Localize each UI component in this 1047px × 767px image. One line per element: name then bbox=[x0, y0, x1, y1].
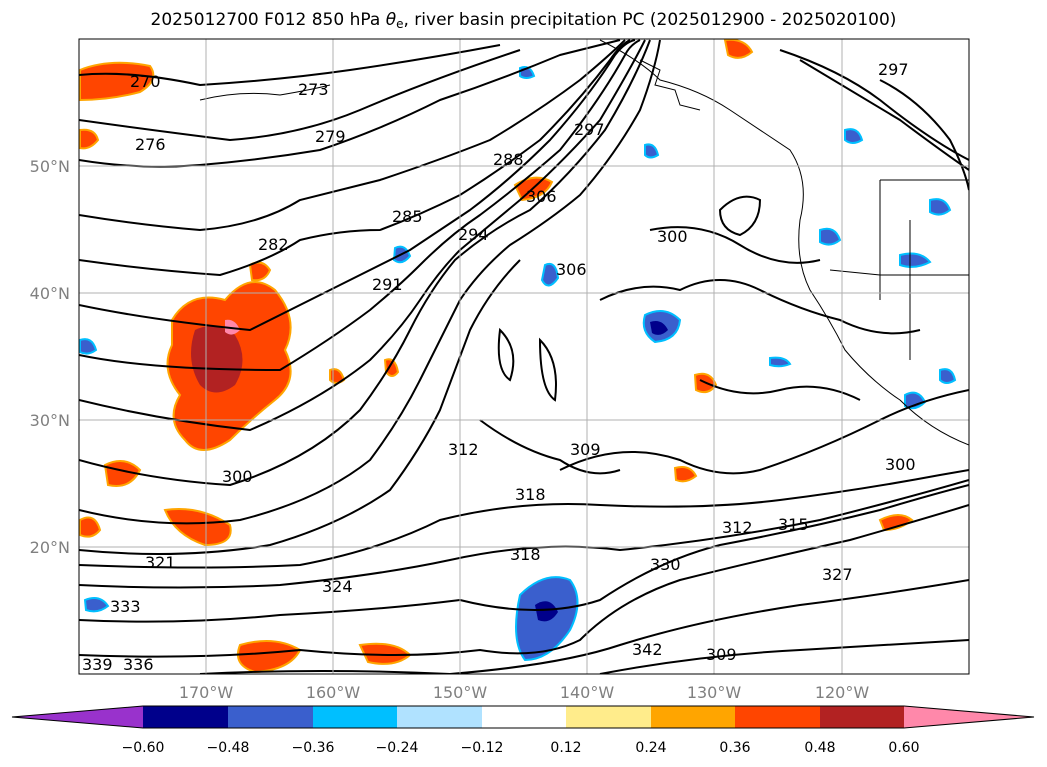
figure-title: 2025012700 F012 850 hPa θe, river basin … bbox=[150, 10, 897, 31]
contour-label: 342 bbox=[632, 640, 663, 659]
contour-label: 300 bbox=[885, 455, 916, 474]
lon-tick-label: 140°W bbox=[560, 683, 615, 702]
lat-tick-label: 30°N bbox=[30, 411, 70, 430]
contour-label: 336 bbox=[123, 655, 154, 674]
colorbar-bin bbox=[651, 706, 735, 728]
colorbar-bin bbox=[482, 706, 566, 728]
colorbar-tick-label: −0.24 bbox=[376, 740, 419, 756]
contour-label: 288 bbox=[493, 150, 524, 169]
colorbar-bin bbox=[143, 706, 228, 728]
colorbar-bin bbox=[735, 706, 820, 728]
colorbar-extend-high bbox=[904, 706, 1034, 728]
contour-label: 291 bbox=[372, 275, 403, 294]
contour-label: 300 bbox=[657, 227, 688, 246]
contour-label: 297 bbox=[878, 60, 909, 79]
lon-tick-label: 160°W bbox=[306, 683, 361, 702]
contour-label: 282 bbox=[258, 235, 289, 254]
map-frame bbox=[78, 38, 970, 675]
contour-label: 285 bbox=[392, 207, 423, 226]
lat-tick-label: 50°N bbox=[30, 157, 70, 176]
graticule bbox=[79, 39, 969, 674]
contour-label: 309 bbox=[706, 645, 737, 664]
colorbar-bin bbox=[228, 706, 313, 728]
lon-tick-label: 150°W bbox=[433, 683, 488, 702]
lat-tick-label: 40°N bbox=[30, 284, 70, 303]
latitude-ticks: 50°N 40°N 30°N 20°N bbox=[30, 157, 70, 557]
contour-label: 297 bbox=[574, 120, 605, 139]
theta-e-contours bbox=[79, 39, 969, 674]
coastline bbox=[199, 39, 969, 446]
contour-label: 327 bbox=[822, 565, 853, 584]
contour-label: 333 bbox=[110, 597, 141, 616]
contour-label: 276 bbox=[135, 135, 166, 154]
lon-tick-label: 170°W bbox=[179, 683, 234, 702]
contour-label: 330 bbox=[650, 555, 681, 574]
contour-label: 324 bbox=[322, 577, 353, 596]
colorbar-tick-label: 0.60 bbox=[888, 740, 919, 756]
colorbar-extend-low bbox=[12, 706, 143, 728]
lat-tick-label: 20°N bbox=[30, 538, 70, 557]
colorbar-outline bbox=[11, 705, 1035, 729]
lon-tick-label: 120°W bbox=[815, 683, 870, 702]
contour-label: 312 bbox=[722, 518, 753, 537]
contour-label: 315 bbox=[778, 515, 809, 534]
colorbar-bin bbox=[566, 706, 651, 728]
colorbar-tick-label: −0.12 bbox=[461, 740, 504, 756]
longitude-ticks: 170°W 160°W 150°W 140°W 130°W 120°W bbox=[179, 683, 870, 702]
contour-label: 300 bbox=[222, 467, 253, 486]
colorbar-tick-label: 0.48 bbox=[804, 740, 835, 756]
contour-label: 339 bbox=[82, 655, 113, 674]
contour-label: 318 bbox=[515, 485, 546, 504]
colorbar-tick-label: 0.12 bbox=[550, 740, 581, 756]
colorbar-bin bbox=[313, 706, 397, 728]
contour-label: 270 bbox=[130, 72, 161, 91]
contour-label: 306 bbox=[526, 187, 557, 206]
colorbar: −0.60 −0.48 −0.36 −0.24 −0.12 0.12 0.24 … bbox=[11, 705, 1035, 756]
contour-labels: 270 276 273 279 282 285 288 291 294 297 … bbox=[82, 60, 916, 674]
contour-label: 273 bbox=[298, 80, 329, 99]
contour-label: 279 bbox=[315, 127, 346, 146]
colorbar-bin bbox=[820, 706, 904, 728]
contour-label: 294 bbox=[458, 225, 489, 244]
colorbar-tick-label: 0.24 bbox=[635, 740, 666, 756]
colorbar-tick-label: −0.60 bbox=[122, 740, 165, 756]
contour-label: 321 bbox=[145, 553, 176, 572]
contour-label: 318 bbox=[510, 545, 541, 564]
contour-label: 309 bbox=[570, 440, 601, 459]
lon-tick-label: 130°W bbox=[687, 683, 742, 702]
contour-label: 306 bbox=[556, 260, 587, 279]
colorbar-tick-label: 0.36 bbox=[719, 740, 750, 756]
colorbar-bin bbox=[397, 706, 482, 728]
colorbar-tick-label: −0.48 bbox=[207, 740, 250, 756]
contour-label: 312 bbox=[448, 440, 479, 459]
colorbar-tick-label: −0.36 bbox=[292, 740, 335, 756]
